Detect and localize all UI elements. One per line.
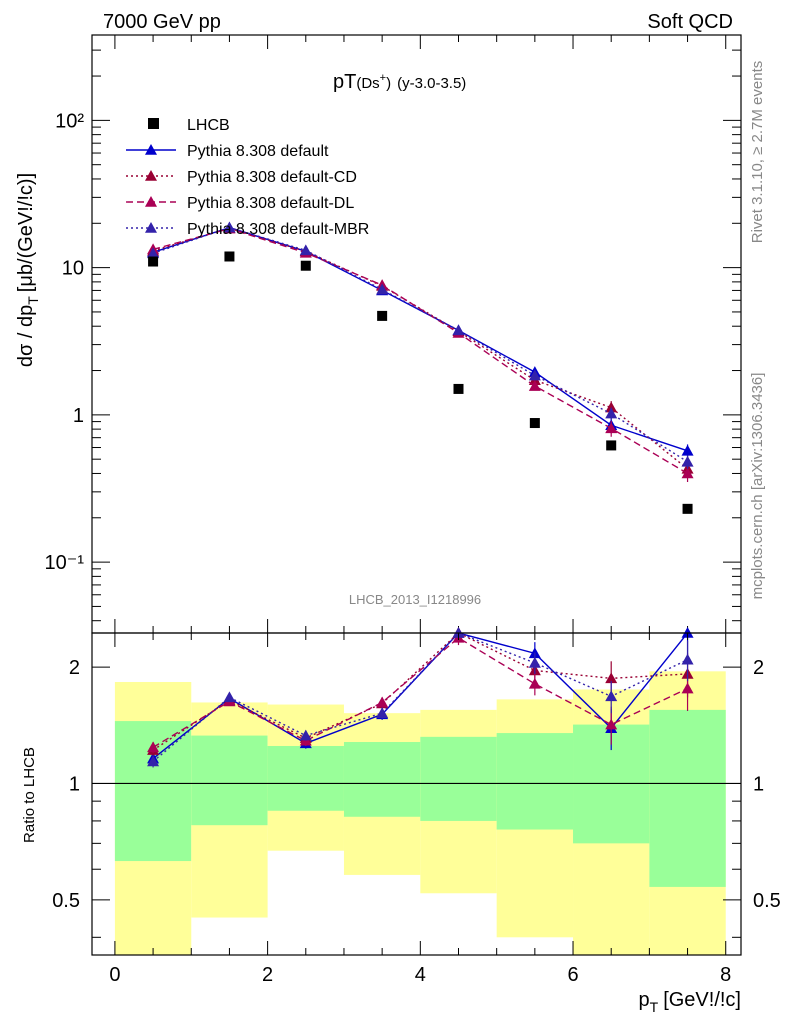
legend-marker — [148, 118, 159, 129]
ratio-point — [528, 677, 541, 689]
analysis-watermark: LHCB_2013_I1218996 — [349, 592, 481, 607]
data-point — [605, 407, 618, 419]
lower-y-axis-label: Ratio to LHCB — [21, 747, 38, 843]
lower-y-tick-label: 0.5 — [52, 890, 80, 912]
data-point — [529, 418, 540, 429]
data-point — [148, 256, 159, 267]
legend-marker — [145, 222, 157, 233]
ratio-line — [152, 632, 688, 762]
ratio-point — [605, 718, 618, 730]
data-point — [376, 283, 389, 295]
ratio-point — [376, 707, 389, 718]
ratio-point — [299, 729, 312, 741]
x-tick-label: 4 — [415, 964, 426, 986]
plot-title: pT(Ds+) (y-3.0-3.5) — [333, 71, 466, 93]
data-point — [453, 383, 464, 394]
ratio-point — [376, 696, 389, 708]
ratio-line — [152, 632, 688, 751]
legend-label: LHCB — [187, 117, 230, 134]
data-point — [682, 503, 693, 514]
data-point — [528, 380, 541, 391]
rivet-label: Rivet 3.1.10, ≥ 2.7M events — [749, 61, 766, 244]
series-line — [152, 227, 688, 475]
data-point — [224, 251, 235, 262]
ratio-line — [152, 632, 689, 760]
ratio-line — [152, 637, 688, 748]
x-axis-label: pT [GeV!/!c] — [639, 989, 742, 1015]
ratio-point — [528, 656, 541, 668]
ratio-point — [681, 682, 694, 694]
uncertainty-band-green — [496, 733, 574, 830]
header-right: Soft QCD — [647, 11, 733, 33]
uncertainty-band-green — [191, 735, 268, 826]
lower-y-tick-label-right: 2 — [753, 657, 764, 679]
legend-label: Pythia 8.308 default-DL — [187, 195, 354, 212]
data-point — [605, 401, 618, 413]
ratio-point — [147, 755, 160, 767]
legend-marker — [145, 144, 157, 155]
legend-label: Pythia 8.308 default-MBR — [187, 221, 369, 238]
legend-marker — [145, 170, 157, 181]
ratio-point — [147, 741, 160, 753]
ratio-point — [681, 653, 694, 665]
lower-y-tick-label: 2 — [69, 657, 80, 679]
upper-y-axis-label: dσ / dpT[μb/(GeV!/!c)] — [15, 173, 41, 367]
data-point — [681, 467, 694, 479]
lower-y-tick-label-right: 1 — [753, 773, 764, 795]
series-line — [152, 226, 688, 452]
data-point — [605, 422, 618, 434]
upper-y-tick-label: 1 — [73, 405, 84, 427]
upper-y-tick-label: 10² — [55, 110, 84, 132]
x-tick-label: 0 — [109, 964, 120, 986]
data-point — [377, 310, 388, 321]
upper-y-tick-label: 10⁻¹ — [45, 552, 85, 574]
data-point — [528, 369, 541, 381]
data-point — [147, 247, 160, 259]
data-point — [606, 440, 617, 451]
data-point — [452, 324, 465, 336]
ratio-point — [223, 691, 236, 703]
uncertainty-band-green — [649, 709, 726, 887]
lower-y-tick-label: 1 — [69, 773, 80, 795]
lower-frame — [91, 632, 742, 956]
data-point — [223, 221, 236, 233]
series-line — [152, 227, 688, 470]
ratio-point — [605, 690, 618, 702]
uncertainty-band-green — [267, 745, 344, 811]
uncertainty-band-green — [343, 742, 421, 817]
x-tick-label: 2 — [262, 964, 273, 986]
data-point — [681, 455, 694, 467]
lower-plot: 0.5 0.5 1 1 2 2 0 2 4 6 8 — [52, 627, 781, 986]
x-tick-label: 6 — [567, 964, 578, 986]
data-point — [299, 244, 312, 256]
x-tick-label: 8 — [720, 964, 731, 986]
header-left: 7000 GeV pp — [103, 11, 221, 33]
legend-label: Pythia 8.308 default — [187, 143, 329, 160]
data-point — [300, 260, 311, 271]
data-point — [681, 444, 694, 456]
ratio-point — [605, 672, 618, 684]
legend-label: Pythia 8.308 default-CD — [187, 169, 357, 186]
legend-marker — [145, 196, 157, 207]
uncertainty-band-green — [420, 736, 497, 821]
upper-y-tick-label: 10 — [62, 258, 84, 280]
lower-y-tick-label-right: 0.5 — [753, 890, 781, 912]
source-label: mcplots.cern.ch [arXiv:1306.3436] — [749, 373, 766, 600]
upper-plot: 10⁻¹ 1 10 10² LHCB Pythia 8.308 default Pythia… — [45, 34, 742, 634]
